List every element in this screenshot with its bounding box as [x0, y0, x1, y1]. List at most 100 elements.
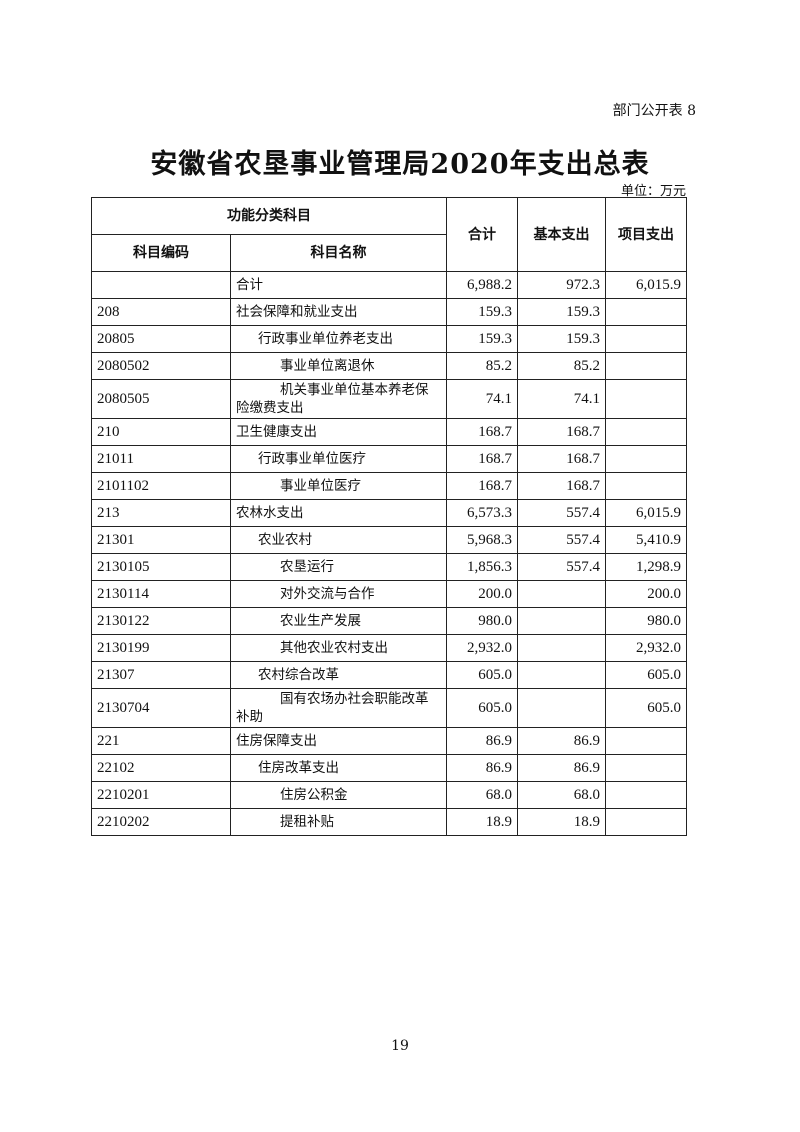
- cell-basic: 85.2: [517, 352, 606, 380]
- cell-total: 18.9: [446, 808, 518, 836]
- cell-project: 6,015.9: [605, 271, 687, 299]
- cell-basic: 86.9: [517, 754, 606, 782]
- cell-basic: 168.7: [517, 445, 606, 473]
- cell-total: 980.0: [446, 607, 518, 635]
- header-total: 合计: [446, 197, 518, 272]
- cell-name: 卫生健康支出: [230, 418, 447, 446]
- cell-total: 200.0: [446, 580, 518, 608]
- cell-name: 机关事业单位基本养老保险缴费支出: [230, 379, 447, 419]
- cell-name: 农业生产发展: [230, 607, 447, 635]
- cell-name: 事业单位医疗: [230, 472, 447, 500]
- cell-code: 2101102: [91, 472, 231, 500]
- table-row: 21307 农村综合改革 605.0 605.0: [91, 661, 687, 689]
- cell-code: 2130105: [91, 553, 231, 581]
- cell-basic: 18.9: [517, 808, 606, 836]
- cell-name: 其他农业农村支出: [230, 634, 447, 662]
- cell-total: 168.7: [446, 418, 518, 446]
- table-row: 2080505 机关事业单位基本养老保险缴费支出 74.1 74.1: [91, 379, 687, 419]
- cell-total: 168.7: [446, 445, 518, 473]
- cell-project: 1,298.9: [605, 553, 687, 581]
- cell-name: 行政事业单位养老支出: [230, 325, 447, 353]
- table-row: 208 社会保障和就业支出 159.3 159.3: [91, 298, 687, 326]
- cell-project: 5,410.9: [605, 526, 687, 554]
- table-row: 2130199 其他农业农村支出 2,932.0 2,932.0: [91, 634, 687, 662]
- cell-basic: 159.3: [517, 298, 606, 326]
- cell-basic: [517, 607, 606, 635]
- cell-name: 社会保障和就业支出: [230, 298, 447, 326]
- cell-name: 事业单位离退休: [230, 352, 447, 380]
- cell-total: 1,856.3: [446, 553, 518, 581]
- cell-total: 86.9: [446, 754, 518, 782]
- header-name: 科目名称: [230, 234, 447, 272]
- cell-name: 合计: [230, 271, 447, 299]
- cell-basic: 159.3: [517, 325, 606, 353]
- table-row: 20805 行政事业单位养老支出 159.3 159.3: [91, 325, 687, 353]
- cell-total: 605.0: [446, 661, 518, 689]
- cell-total: 159.3: [446, 325, 518, 353]
- cell-basic: [517, 634, 606, 662]
- cell-project: [605, 379, 687, 419]
- cell-project: [605, 808, 687, 836]
- cell-code: 2210201: [91, 781, 231, 809]
- cell-basic: 168.7: [517, 418, 606, 446]
- cell-code: 22102: [91, 754, 231, 782]
- cell-code: 2080505: [91, 379, 231, 419]
- cell-name: 农村综合改革: [230, 661, 447, 689]
- cell-basic: [517, 580, 606, 608]
- cell-code: 208: [91, 298, 231, 326]
- unit-label: 单位：万元: [620, 184, 686, 199]
- header-code: 科目编码: [91, 234, 231, 272]
- cell-project: 980.0: [605, 607, 687, 635]
- table-row: 21301 农业农村 5,968.3 557.4 5,410.9: [91, 526, 687, 554]
- table-row: 2101102 事业单位医疗 168.7 168.7: [91, 472, 687, 500]
- cell-code: 2130704: [91, 688, 231, 728]
- cell-total: 159.3: [446, 298, 518, 326]
- cell-total: 605.0: [446, 688, 518, 728]
- cell-code: 2130114: [91, 580, 231, 608]
- cell-name: 提租补贴: [230, 808, 447, 836]
- cell-project: 605.0: [605, 688, 687, 728]
- cell-basic: 557.4: [517, 526, 606, 554]
- cell-project: [605, 325, 687, 353]
- table-row: 22102 住房改革支出 86.9 86.9: [91, 754, 687, 782]
- cell-project: [605, 754, 687, 782]
- cell-code: 210: [91, 418, 231, 446]
- cell-total: 5,968.3: [446, 526, 518, 554]
- table-row: 2210202 提租补贴 18.9 18.9: [91, 808, 687, 836]
- table-row: 2130114 对外交流与合作 200.0 200.0: [91, 580, 687, 608]
- cell-basic: [517, 688, 606, 728]
- cell-project: 2,932.0: [605, 634, 687, 662]
- cell-name: 行政事业单位医疗: [230, 445, 447, 473]
- cell-total: 74.1: [446, 379, 518, 419]
- cell-name: 对外交流与合作: [230, 580, 447, 608]
- cell-project: 6,015.9: [605, 499, 687, 527]
- cell-basic: 168.7: [517, 472, 606, 500]
- cell-project: [605, 298, 687, 326]
- table-row: 21011 行政事业单位医疗 168.7 168.7: [91, 445, 687, 473]
- page-number: 19: [391, 1038, 409, 1054]
- cell-total: 2,932.0: [446, 634, 518, 662]
- header-basic: 基本支出: [517, 197, 606, 272]
- cell-name: 农林水支出: [230, 499, 447, 527]
- cell-code: 2210202: [91, 808, 231, 836]
- header-function-category: 功能分类科目: [91, 197, 447, 235]
- cell-code: 221: [91, 727, 231, 755]
- cell-project: [605, 418, 687, 446]
- cell-code: 20805: [91, 325, 231, 353]
- table-row: 2210201 住房公积金 68.0 68.0: [91, 781, 687, 809]
- table-row: 2130704 国有农场办社会职能改革补助 605.0 605.0: [91, 688, 687, 728]
- cell-basic: 68.0: [517, 781, 606, 809]
- cell-project: [605, 727, 687, 755]
- cell-code: 2130122: [91, 607, 231, 635]
- cell-total: 68.0: [446, 781, 518, 809]
- cell-total: 6,573.3: [446, 499, 518, 527]
- cell-code: 21307: [91, 661, 231, 689]
- cell-basic: 557.4: [517, 553, 606, 581]
- table-row: 2080502 事业单位离退休 85.2 85.2: [91, 352, 687, 380]
- header-project: 项目支出: [605, 197, 687, 272]
- cell-code: 21301: [91, 526, 231, 554]
- cell-basic: 972.3: [517, 271, 606, 299]
- cell-name: 住房保障支出: [230, 727, 447, 755]
- cell-name: 住房改革支出: [230, 754, 447, 782]
- cell-total: 6,988.2: [446, 271, 518, 299]
